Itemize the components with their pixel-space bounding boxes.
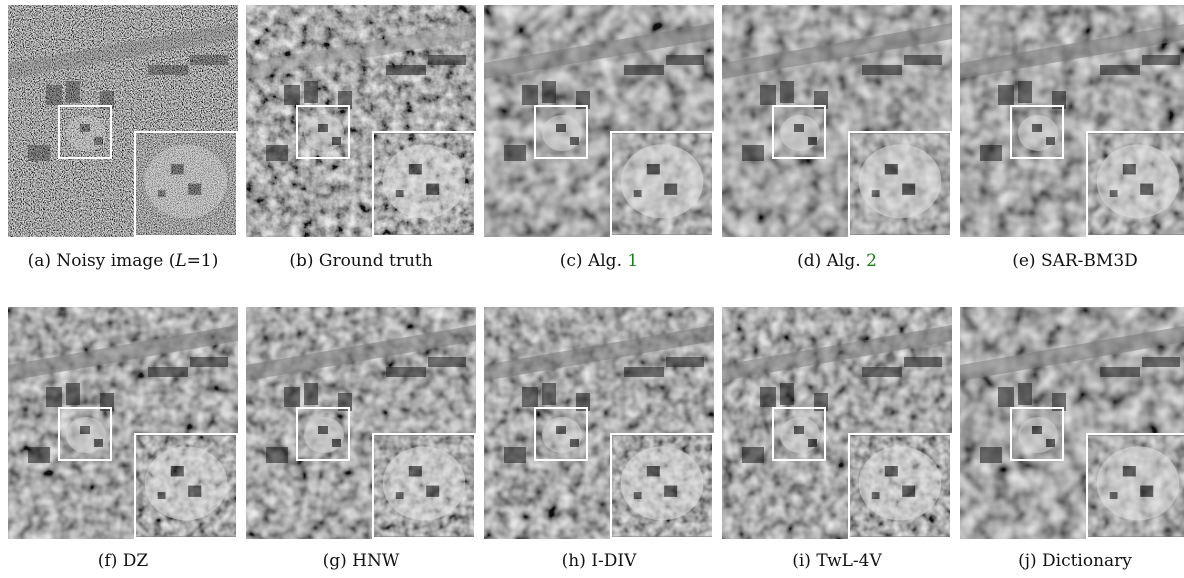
inset-image [374,435,474,537]
caption-b: (b) Ground truth [243,251,479,271]
zoom-inset [848,433,952,539]
caption-e: (e) SAR-BM3D [957,251,1184,271]
caption-text: (a) Noisy image ( [27,251,176,271]
zoom-inset [372,433,476,539]
caption-math: L [175,251,187,271]
panel-e [960,5,1184,237]
caption-text: (h) I-DIV [561,551,637,571]
caption-text: (j) Dictionary [1018,551,1132,571]
inset-image [612,133,712,235]
caption-f: (f) DZ [5,551,241,571]
inset-image [850,133,950,235]
zoom-inset [1086,433,1184,539]
inset-image [136,435,236,537]
caption-i: (i) TwL-4V [719,551,955,571]
inset-image [612,435,712,537]
inset-image [850,435,950,537]
panel-j [960,307,1184,539]
caption-text: (b) Ground truth [289,251,433,271]
zoom-inset [1086,131,1184,237]
caption-j: (j) Dictionary [957,551,1184,571]
caption-text: (f) DZ [97,551,149,571]
caption-math-tail: =1) [186,251,219,271]
zoom-inset [610,433,714,539]
panel-image [960,307,1184,539]
inset-image [1088,133,1184,235]
caption-text: (i) TwL-4V [792,551,882,571]
algorithm-ref-link[interactable]: 2 [866,251,877,271]
panel-i [722,307,952,539]
panel-b [246,5,476,237]
caption-text: (g) HNW [322,551,400,571]
algorithm-ref-link[interactable]: 1 [627,251,639,271]
panel-g [246,307,476,539]
panel-f [8,307,238,539]
zoom-inset [134,433,238,539]
panel-d [722,5,952,237]
panel-h [484,307,714,539]
caption-text: (e) SAR-BM3D [1012,251,1138,271]
panel-c [484,5,714,237]
panel-image [8,307,238,539]
caption-d: (d) Alg. 2 [719,251,955,271]
zoom-inset [848,131,952,237]
zoom-inset [610,131,714,237]
caption-c: (c) Alg. 1 [481,251,717,271]
panel-a [8,5,238,237]
caption-text: (c) Alg. [559,251,628,271]
zoom-inset [134,131,238,237]
caption-text: (d) Alg. [797,251,867,271]
caption-a: (a) Noisy image (L=1) [5,251,241,271]
inset-image [374,133,474,235]
inset-image [1088,435,1184,537]
caption-g: (g) HNW [243,551,479,571]
caption-h: (h) I-DIV [481,551,717,571]
zoom-inset [372,131,476,237]
inset-image [136,133,236,235]
